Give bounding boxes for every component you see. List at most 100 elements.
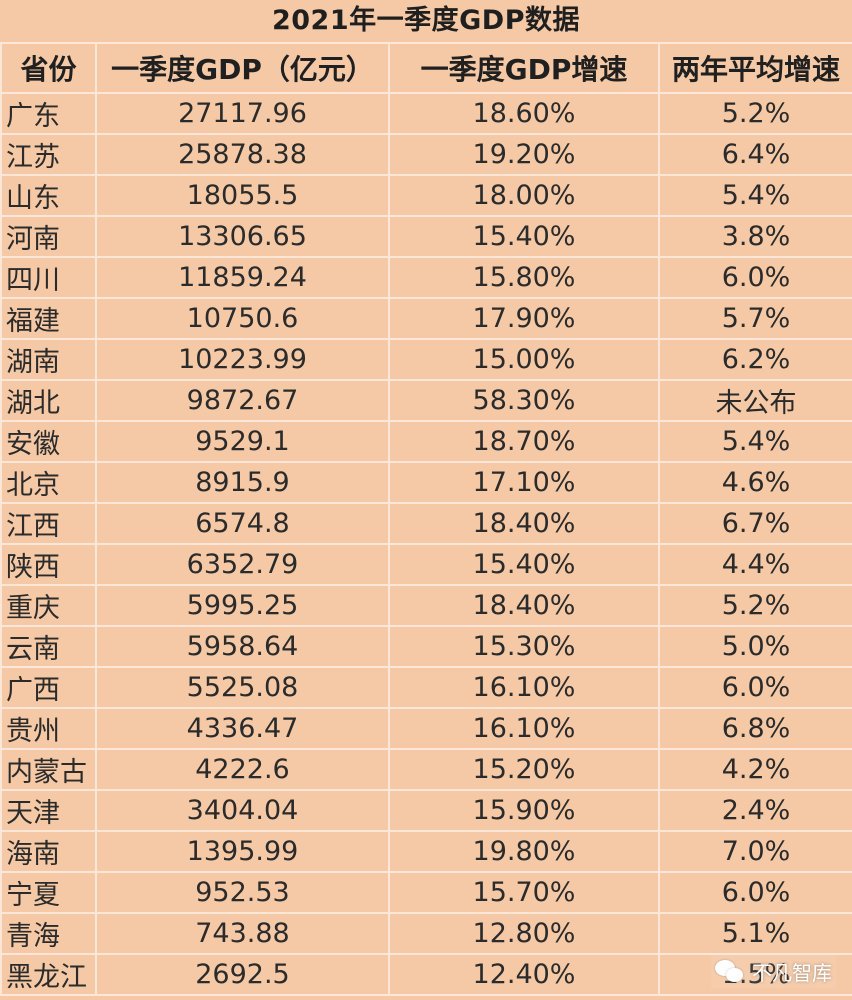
table-row: 云南 5958.64 15.30% 5.0% [0, 625, 852, 668]
growth-cell: 15.20% [388, 748, 660, 791]
two-year-growth-cell: 6.4% [658, 133, 852, 176]
growth-cell: 16.10% [388, 666, 660, 709]
province-cell: 云南 [0, 625, 97, 668]
table-row: 江西 6574.8 18.40% 6.7% [0, 502, 852, 545]
gdp-value-cell: 11859.24 [95, 256, 390, 299]
table-row: 天津 3404.04 15.90% 2.4% [0, 789, 852, 832]
gdp-data-table: 省份 一季度GDP（亿元） 一季度GDP增速 两年平均增速 广东 27117.96… [0, 42, 852, 996]
two-year-growth-cell: 5.4% [658, 420, 852, 463]
two-year-growth-cell: 2.4% [658, 789, 852, 832]
gdp-value-cell: 13306.65 [95, 215, 390, 258]
two-year-growth-cell: 5.1% [658, 912, 852, 955]
table-row: 湖南 10223.99 15.00% 6.2% [0, 338, 852, 381]
growth-cell: 15.30% [388, 625, 660, 668]
growth-cell: 18.00% [388, 174, 660, 217]
growth-cell: 15.40% [388, 215, 660, 258]
two-year-growth-cell: 6.8% [658, 707, 852, 750]
growth-cell: 15.80% [388, 256, 660, 299]
growth-cell: 12.40% [388, 953, 660, 996]
gdp-value-cell: 952.53 [95, 871, 390, 914]
header-two-year-growth: 两年平均增速 [658, 42, 852, 94]
two-year-growth-cell: 6.7% [658, 502, 852, 545]
table-row: 宁夏 952.53 15.70% 6.0% [0, 871, 852, 914]
province-cell: 河南 [0, 215, 97, 258]
growth-cell: 18.40% [388, 502, 660, 545]
two-year-growth-cell: 4.6% [658, 461, 852, 504]
province-cell: 四川 [0, 256, 97, 299]
header-q1-gdp: 一季度GDP（亿元） [95, 42, 390, 94]
gdp-value-cell: 27117.96 [95, 92, 390, 135]
province-cell: 安徽 [0, 420, 97, 463]
table-row: 福建 10750.6 17.90% 5.7% [0, 297, 852, 340]
gdp-value-cell: 5958.64 [95, 625, 390, 668]
table-row: 四川 11859.24 15.80% 6.0% [0, 256, 852, 299]
province-cell: 黑龙江 [0, 953, 97, 996]
growth-cell: 17.90% [388, 297, 660, 340]
two-year-growth-cell: 6.0% [658, 666, 852, 709]
province-cell: 湖南 [0, 338, 97, 381]
watermark: 不凡智库 [711, 955, 836, 988]
growth-cell: 15.40% [388, 543, 660, 586]
province-cell: 福建 [0, 297, 97, 340]
province-cell: 北京 [0, 461, 97, 504]
table-row: 青海 743.88 12.80% 5.1% [0, 912, 852, 955]
table-row: 贵州 4336.47 16.10% 6.8% [0, 707, 852, 750]
gdp-value-cell: 8915.9 [95, 461, 390, 504]
gdp-value-cell: 10750.6 [95, 297, 390, 340]
growth-cell: 17.10% [388, 461, 660, 504]
two-year-growth-cell: 6.0% [658, 256, 852, 299]
gdp-value-cell: 5525.08 [95, 666, 390, 709]
province-cell: 山东 [0, 174, 97, 217]
gdp-value-cell: 18055.5 [95, 174, 390, 217]
province-cell: 江苏 [0, 133, 97, 176]
gdp-value-cell: 10223.99 [95, 338, 390, 381]
table-row: 陕西 6352.79 15.40% 4.4% [0, 543, 852, 586]
table-row: 广西 5525.08 16.10% 6.0% [0, 666, 852, 709]
table-row: 黑龙江 2692.5 12.40% 1.5% [0, 953, 852, 996]
province-cell: 贵州 [0, 707, 97, 750]
province-cell: 海南 [0, 830, 97, 873]
growth-cell: 19.20% [388, 133, 660, 176]
gdp-value-cell: 4336.47 [95, 707, 390, 750]
province-cell: 湖北 [0, 379, 97, 422]
gdp-value-cell: 5995.25 [95, 584, 390, 627]
gdp-value-cell: 2692.5 [95, 953, 390, 996]
growth-cell: 58.30% [388, 379, 660, 422]
province-cell: 陕西 [0, 543, 97, 586]
watermark-text: 不凡智库 [752, 961, 832, 985]
province-cell: 天津 [0, 789, 97, 832]
province-cell: 重庆 [0, 584, 97, 627]
table-row: 广东 27117.96 18.60% 5.2% [0, 92, 852, 135]
table-header-row: 省份 一季度GDP（亿元） 一季度GDP增速 两年平均增速 [0, 42, 852, 94]
two-year-growth-cell: 5.4% [658, 174, 852, 217]
two-year-growth-cell: 4.4% [658, 543, 852, 586]
province-cell: 青海 [0, 912, 97, 955]
table-row: 江苏 25878.38 19.20% 6.4% [0, 133, 852, 176]
header-province: 省份 [0, 42, 97, 94]
two-year-growth-cell: 7.0% [658, 830, 852, 873]
table-body: 广东 27117.96 18.60% 5.2% 江苏 25878.38 19.20% 6.4%… [0, 92, 852, 996]
gdp-value-cell: 25878.38 [95, 133, 390, 176]
table-row: 海南 1395.99 19.80% 7.0% [0, 830, 852, 873]
wechat-icon [715, 959, 745, 984]
gdp-value-cell: 743.88 [95, 912, 390, 955]
growth-cell: 18.60% [388, 92, 660, 135]
two-year-growth-cell: 5.2% [658, 92, 852, 135]
gdp-value-cell: 6574.8 [95, 502, 390, 545]
two-year-growth-cell: 未公布 [658, 379, 852, 422]
table-row: 重庆 5995.25 18.40% 5.2% [0, 584, 852, 627]
table-row: 北京 8915.9 17.10% 4.6% [0, 461, 852, 504]
province-cell: 广东 [0, 92, 97, 135]
growth-cell: 18.40% [388, 584, 660, 627]
growth-cell: 18.70% [388, 420, 660, 463]
province-cell: 内蒙古 [0, 748, 97, 791]
growth-cell: 15.90% [388, 789, 660, 832]
two-year-growth-cell: 5.7% [658, 297, 852, 340]
two-year-growth-cell: 3.8% [658, 215, 852, 258]
header-q1-growth: 一季度GDP增速 [388, 42, 660, 94]
province-cell: 江西 [0, 502, 97, 545]
table-row: 山东 18055.5 18.00% 5.4% [0, 174, 852, 217]
two-year-growth-cell: 5.0% [658, 625, 852, 668]
two-year-growth-cell: 1.5% [658, 953, 852, 996]
gdp-value-cell: 6352.79 [95, 543, 390, 586]
